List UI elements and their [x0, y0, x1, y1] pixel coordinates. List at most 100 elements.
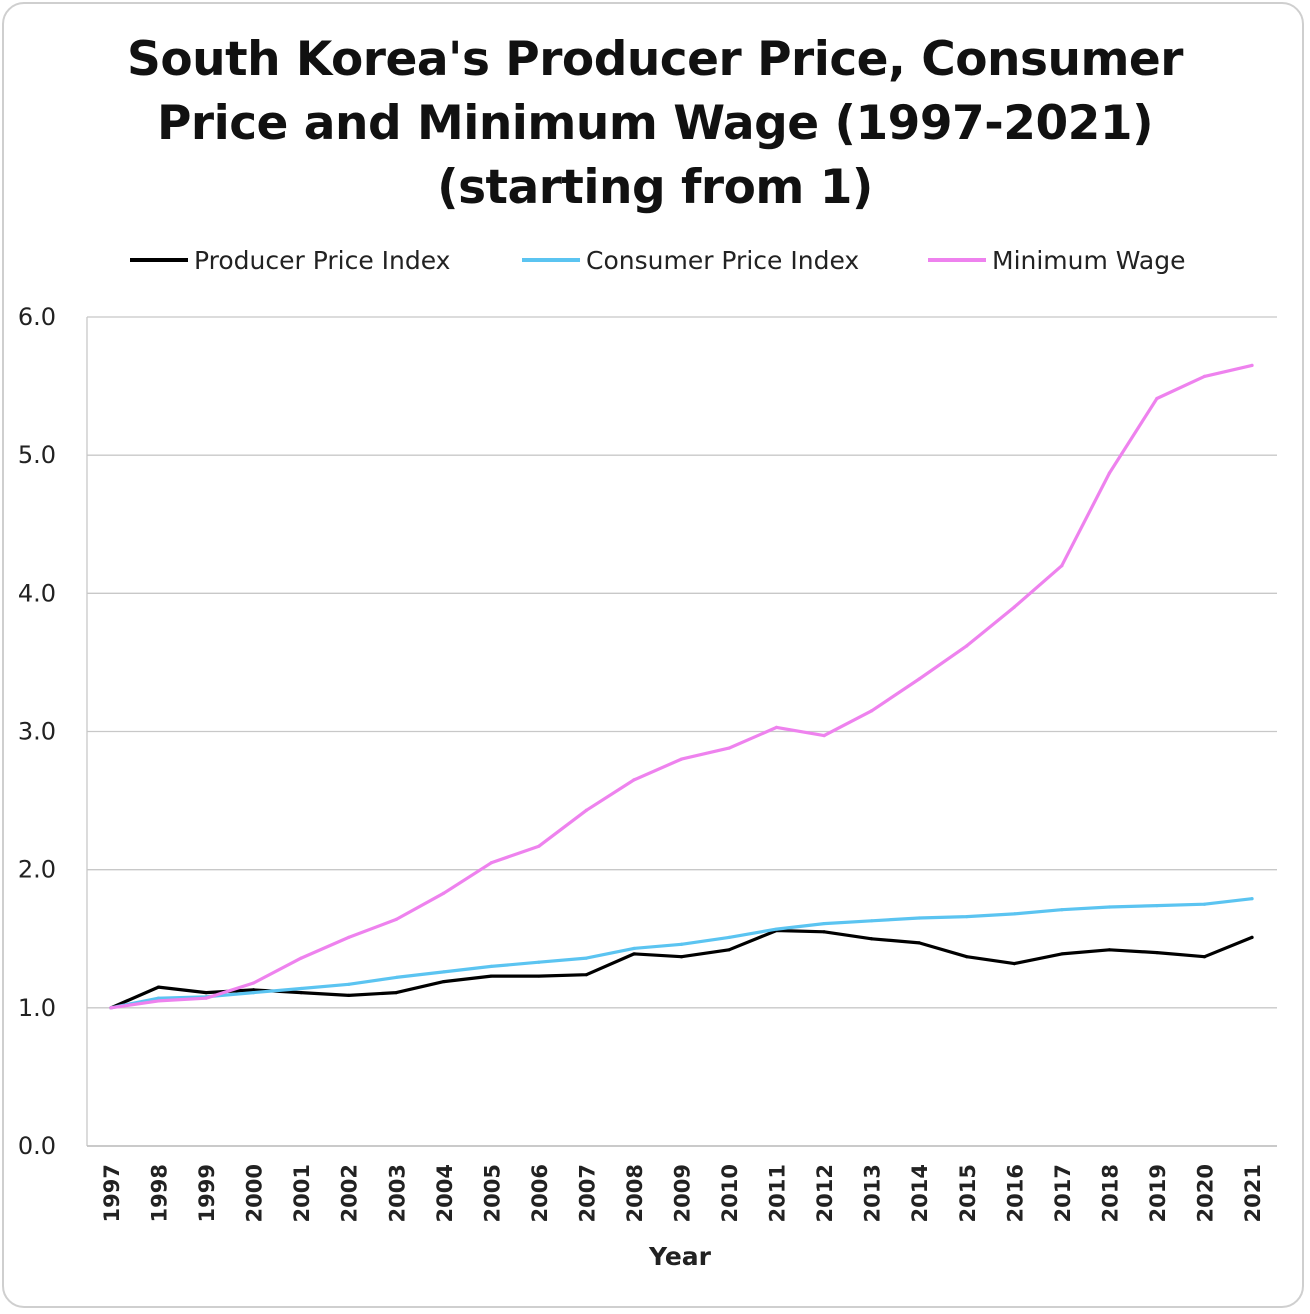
- data-point-producer-price-index: [1202, 955, 1207, 959]
- data-point-producer-price-index: [299, 991, 303, 995]
- x-tick-label: 2000: [243, 1164, 267, 1222]
- x-tick-label: 2009: [671, 1164, 695, 1222]
- data-point-minimum-wage: [347, 935, 351, 939]
- x-tick-label: 2006: [528, 1164, 552, 1222]
- data-point-consumer-price-index: [584, 956, 589, 960]
- data-point-consumer-price-index: [1107, 905, 1111, 909]
- x-tick-label: 2015: [956, 1164, 980, 1222]
- x-tick-label: 1998: [148, 1164, 172, 1222]
- data-point-producer-price-index: [489, 974, 493, 978]
- x-tick-label: 2020: [1193, 1164, 1217, 1222]
- data-point-minimum-wage: [1060, 564, 1064, 568]
- data-point-consumer-price-index: [727, 935, 731, 939]
- legend-label-consumer-price-index: Consumer Price Index: [586, 245, 860, 275]
- data-point-producer-price-index: [347, 993, 351, 997]
- data-point-producer-price-index: [252, 988, 256, 992]
- data-point-producer-price-index: [870, 937, 874, 941]
- data-point-producer-price-index: [442, 979, 446, 984]
- chart-legend: Producer Price Index Consumer Price Inde…: [0, 240, 1310, 280]
- legend-swatch-producer-price-index: [130, 258, 188, 262]
- x-axis-title: Year: [648, 1242, 712, 1271]
- legend-item-minimum-wage: Minimum Wage: [928, 240, 1186, 280]
- data-point-minimum-wage: [965, 644, 969, 648]
- data-point-producer-price-index: [632, 952, 636, 956]
- data-point-consumer-price-index: [1202, 902, 1207, 906]
- chart-title-line-1: South Korea's Producer Price, Consumer: [127, 32, 1183, 87]
- data-point-minimum-wage: [537, 844, 541, 848]
- data-point-producer-price-index: [1155, 950, 1159, 955]
- data-point-minimum-wage: [822, 734, 826, 738]
- x-tick-label: 1997: [100, 1164, 124, 1222]
- y-tick-label: 1.0: [18, 994, 56, 1022]
- x-tick-label: 2010: [718, 1164, 742, 1222]
- legend-item-consumer-price-index: Consumer Price Index: [522, 240, 859, 280]
- data-point-producer-price-index: [727, 948, 731, 952]
- x-tick-label: 2012: [813, 1164, 837, 1222]
- data-point-consumer-price-index: [1155, 903, 1159, 908]
- data-point-consumer-price-index: [679, 942, 684, 946]
- data-point-minimum-wage: [679, 757, 684, 761]
- x-tick-label: 2004: [433, 1164, 457, 1222]
- x-tick-label: 2011: [766, 1164, 790, 1222]
- data-point-consumer-price-index: [1012, 912, 1016, 916]
- data-point-producer-price-index: [156, 985, 161, 989]
- x-tick-label: 2005: [480, 1164, 504, 1222]
- y-tick-label: 4.0: [18, 579, 56, 607]
- data-point-producer-price-index: [584, 973, 589, 977]
- y-tick-label: 0.0: [18, 1132, 56, 1160]
- data-point-consumer-price-index: [774, 927, 779, 931]
- data-point-consumer-price-index: [537, 960, 541, 964]
- x-tick-label: 2017: [1051, 1164, 1075, 1222]
- data-point-minimum-wage: [727, 746, 731, 750]
- data-point-consumer-price-index: [442, 970, 446, 974]
- data-point-minimum-wage: [252, 981, 256, 985]
- data-point-minimum-wage: [870, 709, 874, 713]
- x-tick-label: 2014: [908, 1164, 932, 1222]
- data-point-consumer-price-index: [252, 991, 256, 995]
- series-line-minimum-wage: [109, 363, 1254, 1010]
- data-point-consumer-price-index: [917, 916, 921, 920]
- data-point-consumer-price-index: [299, 986, 303, 991]
- data-point-minimum-wage: [156, 999, 161, 1003]
- data-point-consumer-price-index: [1250, 897, 1254, 901]
- x-tick-label: 2001: [290, 1164, 314, 1222]
- chart-title-line-3: (starting from 1): [437, 160, 873, 215]
- data-point-minimum-wage: [1202, 374, 1207, 379]
- legend-label-minimum-wage: Minimum Wage: [992, 245, 1186, 275]
- data-point-minimum-wage: [109, 1006, 113, 1010]
- data-point-producer-price-index: [1107, 948, 1111, 952]
- data-point-producer-price-index: [204, 991, 208, 995]
- data-point-minimum-wage: [1155, 396, 1159, 401]
- data-point-consumer-price-index: [156, 996, 161, 1000]
- data-point-consumer-price-index: [347, 982, 351, 986]
- x-tick-label: 2019: [1146, 1164, 1170, 1222]
- legend-label-producer-price-index: Producer Price Index: [194, 245, 451, 275]
- data-point-minimum-wage: [394, 917, 398, 922]
- data-point-producer-price-index: [1012, 962, 1016, 966]
- data-point-minimum-wage: [584, 808, 589, 812]
- y-tick-label: 2.0: [18, 856, 56, 884]
- data-point-minimum-wage: [917, 677, 921, 681]
- data-point-minimum-wage: [299, 956, 303, 960]
- x-tick-label: 2008: [623, 1164, 647, 1222]
- data-point-producer-price-index: [822, 930, 826, 934]
- data-point-producer-price-index: [1060, 952, 1064, 956]
- chart-title: South Korea's Producer Price, Consumer P…: [0, 28, 1310, 220]
- x-tick-label: 2021: [1241, 1164, 1265, 1222]
- x-tick-label: 2007: [575, 1164, 599, 1222]
- legend-swatch-minimum-wage: [928, 258, 986, 262]
- data-point-consumer-price-index: [965, 915, 969, 919]
- data-point-minimum-wage: [204, 996, 208, 1000]
- data-point-minimum-wage: [442, 891, 446, 895]
- data-point-producer-price-index: [917, 941, 921, 945]
- data-point-minimum-wage: [774, 725, 779, 729]
- legend-swatch-consumer-price-index: [522, 258, 580, 262]
- data-point-consumer-price-index: [394, 975, 398, 980]
- data-point-consumer-price-index: [1060, 908, 1064, 912]
- data-point-producer-price-index: [965, 955, 969, 959]
- y-tick-label: 6.0: [18, 303, 56, 331]
- x-tick-label: 2003: [385, 1164, 409, 1222]
- legend-item-producer-price-index: Producer Price Index: [130, 240, 450, 280]
